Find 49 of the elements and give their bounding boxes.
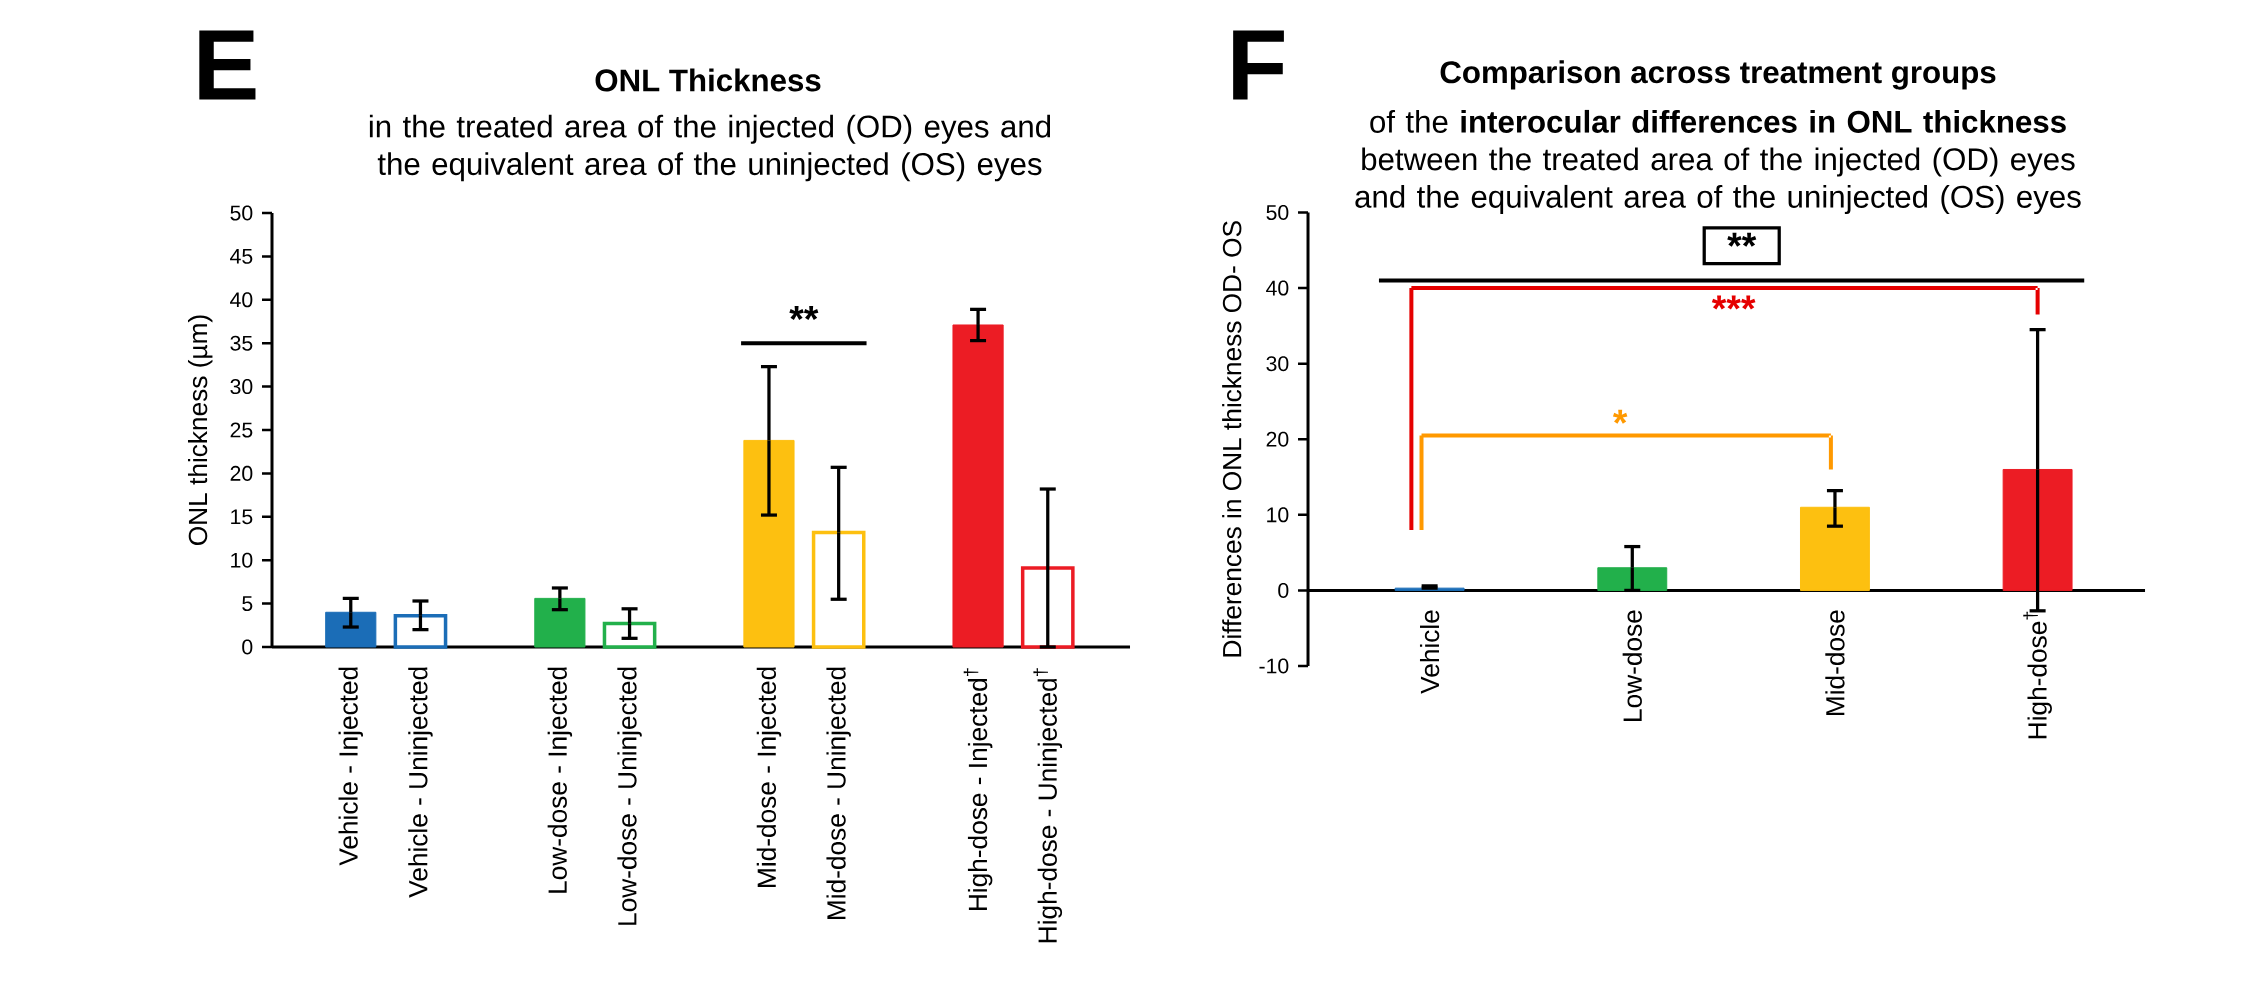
x-tick-label: Vehicle - Injected — [338, 667, 363, 866]
bar — [534, 597, 586, 648]
bar — [1800, 506, 1870, 591]
bar — [1597, 567, 1668, 591]
x-tick-label: Mid-dose — [1825, 610, 1845, 716]
annotation: *** — [1711, 295, 1756, 310]
text: F — [1233, 30, 1284, 100]
y-tick-label: 45 — [230, 249, 253, 264]
y-tick-label: 0 — [242, 639, 253, 655]
x-tick-label: Mid-dose - Uninjected — [826, 667, 851, 919]
annotation: * — [1612, 409, 1628, 424]
chart-subtitle: in the treated area of the injected (OD) eyes and the equivalent area of the uninjected (OS) eyes — [369, 114, 1051, 182]
y-tick-label: 10 — [231, 552, 253, 568]
bar — [2002, 468, 2073, 591]
bar — [325, 611, 377, 648]
y-tick-label: 35 — [230, 335, 253, 351]
y-tick-label: 25 — [230, 422, 253, 438]
y-tick-label: 50 — [230, 205, 253, 221]
bar — [952, 324, 1004, 648]
x-tick-label: Vehicle - Uninjected — [408, 667, 433, 898]
y-tick-label: 40 — [230, 292, 253, 308]
bar — [743, 439, 795, 648]
chart-subtitle: of the interocular differences in ONL thickness between the treated area of the injected (OD) eyes and the equivalent area of the uninjected (OS) eyes — [1355, 109, 2081, 215]
annotation: ** — [1727, 232, 1757, 247]
y-tick-label: -10 — [1259, 658, 1289, 674]
y-tick-label: 5 — [242, 596, 253, 611]
y-tick-label: 40 — [1266, 280, 1289, 296]
y-tick-label: 20 — [230, 465, 253, 481]
x-tick-label: Vehicle — [1419, 610, 1440, 694]
x-tick-label: Low-dose - Injected — [547, 667, 573, 893]
y-axis-title: ONL thickness (µm) — [187, 315, 213, 545]
text: E — [199, 30, 256, 100]
y-tick-label: 30 — [230, 379, 253, 395]
y-tick-label: 30 — [1266, 356, 1289, 372]
x-tick-label: Low-dose - Uninjected — [617, 667, 642, 925]
x-tick-label: High-dose$^{†}$ — [2023, 611, 2052, 739]
y-axis-title: Differences in ONL thickness OD- OS — [1222, 221, 1242, 657]
x-tick-label: High-dose - Uninjected$^{†}$ — [1033, 668, 1063, 943]
y-tick-label: 20 — [1266, 431, 1289, 447]
x-tick-label: High-dose - Injected$^{†}$ — [963, 668, 993, 911]
y-tick-label: 0 — [1278, 582, 1289, 598]
chart-title: ONL Thickness — [595, 68, 821, 92]
x-tick-label: Mid-dose - Injected — [756, 667, 782, 887]
y-tick-label: 50 — [1266, 204, 1289, 220]
y-tick-label: 15 — [231, 509, 253, 525]
chart-title: Comparison across treatment groups — [1440, 60, 1996, 90]
x-tick-label: Low-dose — [1622, 610, 1642, 721]
annotation: ** — [789, 306, 819, 320]
y-tick-label: 10 — [1267, 507, 1289, 523]
